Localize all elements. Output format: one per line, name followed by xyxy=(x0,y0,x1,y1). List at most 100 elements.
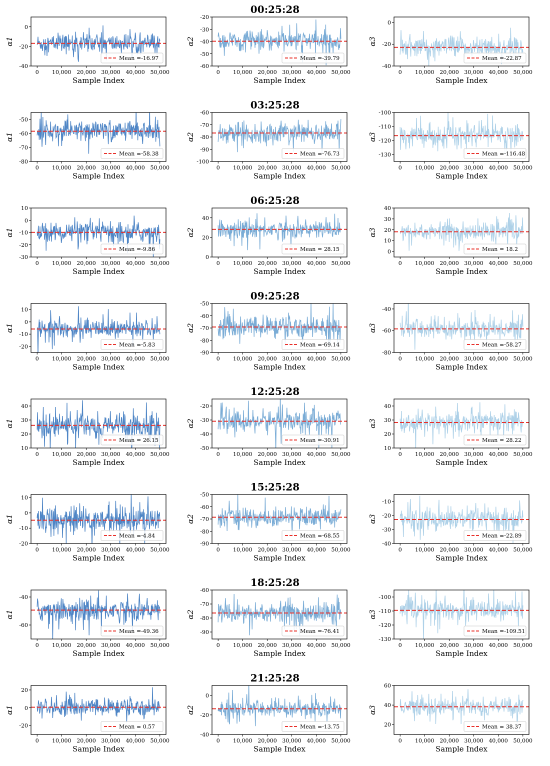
legend-label: Mean =-49.36 xyxy=(119,629,159,635)
x-tick-label: 10,000 xyxy=(415,261,435,267)
y-axis-label: α1 xyxy=(5,610,14,620)
y-tick-label: -40 xyxy=(200,733,209,739)
y-axis-label: α2 xyxy=(186,132,195,142)
x-tick-label: 20,000 xyxy=(440,261,460,267)
x-tick-label: 10,000 xyxy=(233,357,253,363)
x-tick-label: 40,000 xyxy=(307,452,327,458)
x-tick-label: 0 xyxy=(35,166,39,172)
legend-label: Mean =-16.97 xyxy=(119,56,159,62)
y-tick-label: 10 xyxy=(21,206,28,212)
x-tick-label: 20,000 xyxy=(440,739,460,745)
subplot-panel: 0 10,000 20,000 30,000 40,000 50,000 Sample In… xyxy=(368,16,533,85)
legend-box xyxy=(100,434,164,446)
x-tick-label: 0 xyxy=(398,452,402,458)
x-tick-label: 20,000 xyxy=(440,357,460,363)
data-series-line xyxy=(36,112,161,154)
x-tick-label: 20,000 xyxy=(77,357,97,363)
row-title: 15:25:28 xyxy=(250,483,299,494)
subplot-panel: 0 10,000 20,000 30,000 40,000 50,000 Sample In… xyxy=(186,15,351,85)
x-axis-label: Sample Index xyxy=(72,649,125,658)
x-tick-label: 0 xyxy=(216,261,220,267)
y-tick-label: -130 xyxy=(379,153,392,159)
subplot-panel: 0 10,000 20,000 30,000 40,000 50,000 Sample In… xyxy=(186,302,351,372)
x-tick-label: 0 xyxy=(216,643,220,649)
data-series-line xyxy=(399,590,524,639)
y-tick-label: 10 xyxy=(384,446,391,452)
subplot-row: 06:25:28 0 10,000 20,000 30,000 40,000 50,000 S… xyxy=(5,196,533,276)
x-axis-label: Sample Index xyxy=(435,267,488,276)
x-tick-label: 20,000 xyxy=(77,739,97,745)
legend-box xyxy=(281,530,345,541)
subplot-panel: 0 10,000 20,000 30,000 40,000 50,000 Sample In… xyxy=(368,494,533,563)
y-tick-label: 20 xyxy=(384,432,391,438)
subplot-panel: 0 10,000 20,000 30,000 40,000 50,000 Sample In… xyxy=(5,589,170,658)
y-axis-label: α1 xyxy=(5,514,14,524)
x-tick-label: 30,000 xyxy=(282,357,302,363)
legend-label: Mean =-116.48 xyxy=(482,152,526,158)
y-tick-label: -100 xyxy=(197,160,210,166)
y-tick-label: 40 xyxy=(384,206,391,212)
data-series-line xyxy=(399,402,524,448)
y-tick-label: -80 xyxy=(200,529,209,535)
y-tick-label: 20 xyxy=(384,228,391,234)
x-tick-label: 50,000 xyxy=(150,70,170,76)
subplot-panel: 0 10,000 20,000 30,000 40,000 50,000 Sample In… xyxy=(5,206,170,276)
y-axis-label: α1 xyxy=(5,419,14,429)
y-axis-label: α3 xyxy=(368,609,377,619)
x-tick-label: 10,000 xyxy=(52,70,72,76)
axes-frame xyxy=(393,207,530,258)
x-tick-label: 40,000 xyxy=(307,739,327,745)
y-axis-label: α2 xyxy=(186,36,195,46)
x-tick-label: 20,000 xyxy=(440,548,460,554)
legend-label: Mean = 0.57 xyxy=(119,725,156,731)
x-tick-label: 30,000 xyxy=(282,166,302,172)
y-tick-label: -10 xyxy=(19,231,28,237)
y-tick-label: -110 xyxy=(379,609,392,615)
data-series-line xyxy=(36,400,161,448)
x-tick-label: 10,000 xyxy=(415,357,435,363)
y-tick-label: -90 xyxy=(200,542,209,548)
y-tick-label: 10 xyxy=(21,308,28,314)
y-tick-label: 0 xyxy=(25,511,29,517)
y-tick-label: -20 xyxy=(19,44,28,50)
legend-label: Mean =-76.73 xyxy=(300,152,340,158)
x-tick-label: 50,000 xyxy=(331,452,351,458)
y-tick-label: 0 xyxy=(25,706,29,712)
x-tick-label: 30,000 xyxy=(101,261,121,267)
x-tick-label: 50,000 xyxy=(331,261,351,267)
x-axis-label: Sample Index xyxy=(253,458,306,467)
x-tick-label: 0 xyxy=(216,166,220,172)
subplot-panel: 0 10,000 20,000 30,000 40,000 50,000 Sample In… xyxy=(186,207,351,276)
x-tick-label: 40,000 xyxy=(489,166,509,172)
data-series-line xyxy=(217,213,342,251)
x-tick-label: 50,000 xyxy=(150,166,170,172)
data-series-line xyxy=(36,687,161,723)
y-tick-label: 40 xyxy=(202,216,209,222)
y-tick-label: -70 xyxy=(200,326,209,332)
row-title: 00:25:28 xyxy=(250,5,299,16)
x-tick-label: 40,000 xyxy=(489,261,509,267)
y-tick-label: -80 xyxy=(200,338,209,344)
y-tick-label: -50 xyxy=(19,118,28,124)
x-tick-label: 40,000 xyxy=(489,643,509,649)
x-tick-label: 30,000 xyxy=(464,357,484,363)
subplot-row: 00:25:28 0 10,000 20,000 30,000 40,000 50,000 S… xyxy=(5,5,533,85)
axes-frame xyxy=(211,398,348,449)
y-tick-label: 10 xyxy=(21,446,28,452)
y-tick-label: -70 xyxy=(200,517,209,523)
legend-box xyxy=(100,339,164,350)
legend-label: Mean = 28.22 xyxy=(482,438,522,444)
y-tick-label: -20 xyxy=(200,404,209,410)
x-axis-label: Sample Index xyxy=(253,554,306,563)
x-tick-label: 30,000 xyxy=(282,452,302,458)
subplot-row: 12:25:28 0 10,000 20,000 30,000 40,000 50,000 S… xyxy=(5,387,533,467)
y-tick-label: -40 xyxy=(19,64,28,70)
y-tick-label: -130 xyxy=(379,637,392,643)
x-tick-label: 30,000 xyxy=(101,452,121,458)
subplot-panel: 0 10,000 20,000 30,000 40,000 50,000 Sample In… xyxy=(368,206,533,276)
subplot-panel: 0 10,000 20,000 30,000 40,000 50,000 Sample In… xyxy=(368,303,533,372)
x-tick-label: 0 xyxy=(398,261,402,267)
x-tick-label: 30,000 xyxy=(464,261,484,267)
x-tick-label: 40,000 xyxy=(489,357,509,363)
